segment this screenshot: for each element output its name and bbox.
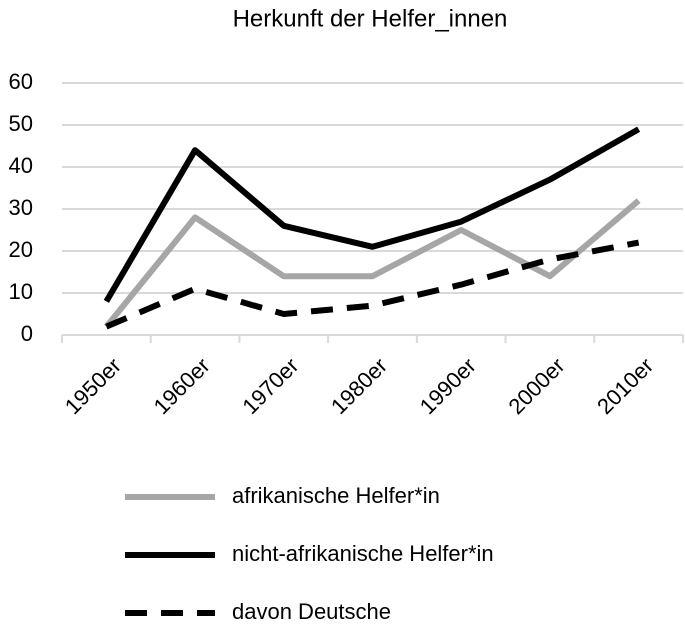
y-tick-label: 20 xyxy=(9,237,33,262)
x-tick-label: 1970er xyxy=(237,353,303,419)
legend-label: nicht-afrikanische Helfer*in xyxy=(232,541,494,566)
data-line xyxy=(104,198,641,329)
x-tick-label: 1960er xyxy=(149,353,215,419)
x-tick-label: 1950er xyxy=(60,353,126,419)
y-tick-label: 40 xyxy=(9,153,33,178)
y-tick-label: 50 xyxy=(9,111,33,136)
y-tick-label: 0 xyxy=(21,321,33,346)
x-tick-label: 2010er xyxy=(592,353,658,419)
chart-title: Herkunft der Helfer_innen xyxy=(233,5,508,32)
x-tick-label: 1990er xyxy=(415,353,481,419)
x-tick-label: 1980er xyxy=(326,353,392,419)
legend-label: davon Deutsche xyxy=(232,599,391,624)
data-line xyxy=(105,239,640,330)
y-tick-label: 60 xyxy=(9,69,33,94)
data-line xyxy=(103,126,641,303)
legend-label: afrikanische Helfer*in xyxy=(232,483,440,508)
x-tick-label: 2000er xyxy=(503,353,569,419)
y-tick-label: 10 xyxy=(9,279,33,304)
y-tick-label: 30 xyxy=(9,195,33,220)
